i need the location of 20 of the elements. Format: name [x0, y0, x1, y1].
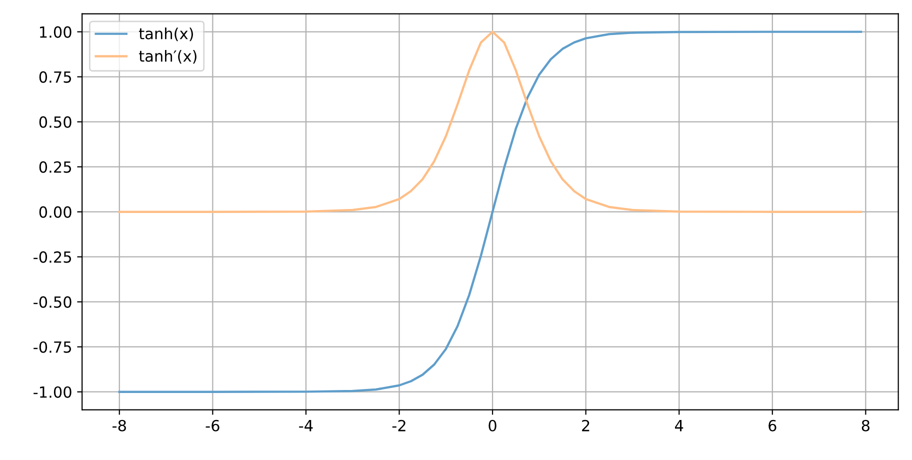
x-tick-label: 0 — [488, 420, 496, 432]
legend-label: tanh(x) — [139, 28, 193, 42]
x-tick-label: -2 — [392, 420, 406, 432]
y-tick-label: 0.25 — [39, 161, 72, 173]
y-tick-label: -0.75 — [34, 341, 72, 353]
y-tick-label: 0.00 — [39, 206, 72, 218]
y-tick-label: 0.75 — [39, 71, 72, 83]
y-tick-label: 1.00 — [40, 26, 72, 38]
x-tick-label: 4 — [674, 420, 684, 432]
x-tick-label: -8 — [112, 420, 126, 432]
y-tick-label: -0.25 — [34, 251, 72, 263]
legend-label: tanh′(x) — [139, 50, 196, 64]
x-tick-label: 8 — [862, 420, 870, 432]
y-tick-label: 0.50 — [39, 116, 72, 128]
x-tick-label: 6 — [768, 420, 776, 432]
x-tick-label: -6 — [206, 420, 220, 432]
x-tick-label: 2 — [582, 420, 590, 432]
y-tick-label: -0.50 — [34, 296, 72, 308]
x-tick-label: -4 — [299, 420, 313, 432]
y-tick-label: -1.00 — [34, 386, 72, 398]
